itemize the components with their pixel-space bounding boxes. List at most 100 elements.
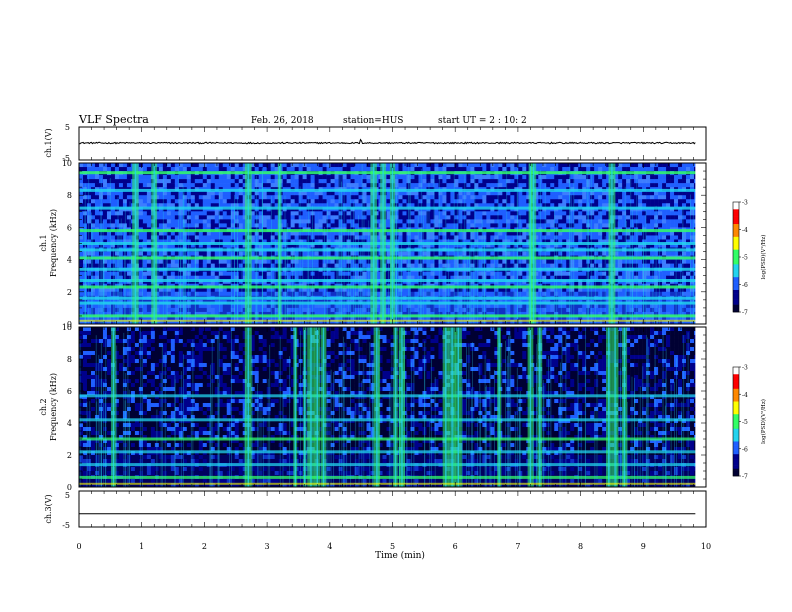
spectrogram-cell — [318, 203, 323, 208]
spectrogram-cell — [146, 275, 152, 281]
spectrogram-cell — [350, 215, 355, 220]
spectrogram-cell — [178, 259, 184, 264]
spectrogram-cell — [314, 199, 319, 204]
spectrogram-cell — [394, 179, 399, 184]
spectrogram-cell — [314, 235, 319, 240]
spectrogram-cell — [334, 195, 339, 200]
spectrogram-cell — [426, 219, 431, 224]
spectrogram-cell — [90, 275, 96, 281]
spectrogram-cell — [418, 239, 423, 244]
spectrogram-cell — [526, 235, 531, 240]
spectrogram-cell — [170, 179, 176, 184]
spectrogram-cell — [554, 183, 559, 188]
spectrogram-cell — [346, 191, 351, 196]
spectrogram-cell — [386, 215, 391, 220]
spectrogram-cell — [430, 191, 435, 196]
spectrogram-cell — [406, 271, 411, 277]
spectrogram-cell — [526, 215, 531, 220]
spectrogram-cell — [406, 211, 411, 216]
spectrogram-cell — [86, 175, 92, 180]
spectrogram-cell — [274, 251, 279, 256]
spectrogram-cell — [354, 271, 359, 277]
spectrogram-cell — [242, 167, 248, 172]
spectrogram-cell — [470, 235, 475, 240]
spectrogram-cell — [438, 223, 443, 228]
spectrogram-cell — [254, 271, 260, 277]
spectrogram-cell — [310, 195, 315, 200]
spectrogram-cell — [306, 199, 311, 204]
spectrogram-cell — [346, 175, 351, 180]
spectrogram-cell — [558, 259, 563, 264]
spectrogram-cell — [418, 219, 423, 224]
spectrogram-cell — [478, 195, 483, 200]
spectrogram-cell — [334, 175, 339, 180]
spectrogram-cell — [202, 235, 208, 240]
spectrogram-cell — [514, 163, 519, 168]
spectrogram-cell — [466, 191, 471, 196]
spectrogram-cell — [362, 275, 367, 281]
spectrogram-cell — [82, 287, 88, 293]
spectrogram-cell — [210, 259, 216, 264]
spectrogram-cell — [266, 215, 271, 220]
spectrogram-cell — [554, 167, 559, 172]
spectrogram-cell — [534, 235, 539, 240]
spectrogram-cell — [430, 211, 435, 216]
spectrogram-cell — [326, 183, 331, 188]
spectrogram-cell — [322, 263, 327, 268]
spectrogram-cell — [118, 231, 124, 236]
spectrogram-cell — [538, 175, 543, 180]
spectrogram-cell — [98, 183, 104, 188]
spectrogram-cell — [526, 179, 531, 184]
spectrogram-cell — [322, 275, 327, 281]
spectrogram-cell — [110, 163, 116, 168]
spectrogram-cell — [306, 287, 311, 293]
spectrogram-cell — [218, 223, 224, 228]
spectrogram-cell — [158, 215, 164, 220]
spectrogram-cell — [454, 239, 459, 244]
spectrogram-cell — [242, 235, 248, 240]
spectrogram-cell — [186, 271, 192, 277]
spectrogram-cell — [366, 219, 371, 224]
spectrogram-cell — [270, 231, 275, 236]
spectrogram-cell — [474, 231, 479, 236]
spectrogram-cell — [502, 251, 507, 256]
spectrogram-cell — [418, 231, 423, 236]
spectrogram-cell — [462, 231, 467, 236]
spectrogram-cell — [506, 251, 511, 256]
spectrogram-cell — [310, 231, 315, 236]
spectrogram-cell — [86, 191, 92, 196]
spectrogram-cell — [318, 235, 323, 240]
spectrogram-cell — [422, 251, 427, 256]
spectrogram-cell — [126, 223, 132, 228]
spectrogram-cell — [182, 223, 188, 228]
spectrogram-cell — [358, 263, 363, 268]
spectrogram-cell — [502, 199, 507, 204]
spectrogram-cell — [434, 263, 439, 268]
spectrogram-cell — [526, 163, 531, 168]
spectrogram-cell — [486, 215, 491, 220]
spectrogram-cell — [238, 275, 244, 281]
spectrogram-cell — [494, 223, 499, 228]
spectrogram-cell — [234, 195, 240, 200]
spectrogram-cell — [206, 203, 212, 208]
spectrogram-cell — [422, 179, 427, 184]
spectrogram-cell — [522, 271, 527, 277]
spectrogram-cell — [198, 203, 204, 208]
spectrogram-cell — [182, 231, 188, 236]
spectrogram-cell — [102, 167, 108, 172]
spectrogram-cell — [146, 263, 152, 268]
spectrogram-cell — [534, 175, 539, 180]
spectrogram-cell — [334, 263, 339, 268]
spectrogram-cell — [286, 195, 291, 200]
spectrogram-cell — [114, 195, 120, 200]
spectrogram-cell — [190, 179, 196, 184]
spectrogram-cell — [438, 235, 443, 240]
spectrogram-cell — [194, 199, 200, 204]
spectrogram-cell — [534, 275, 539, 281]
spectrogram-cell — [290, 219, 295, 224]
spectrogram-cell — [422, 215, 427, 220]
spectrogram-cell — [546, 211, 551, 216]
spectrogram-cell — [550, 179, 555, 184]
spectrogram-cell — [510, 231, 515, 236]
spectrogram-cell — [518, 215, 523, 220]
